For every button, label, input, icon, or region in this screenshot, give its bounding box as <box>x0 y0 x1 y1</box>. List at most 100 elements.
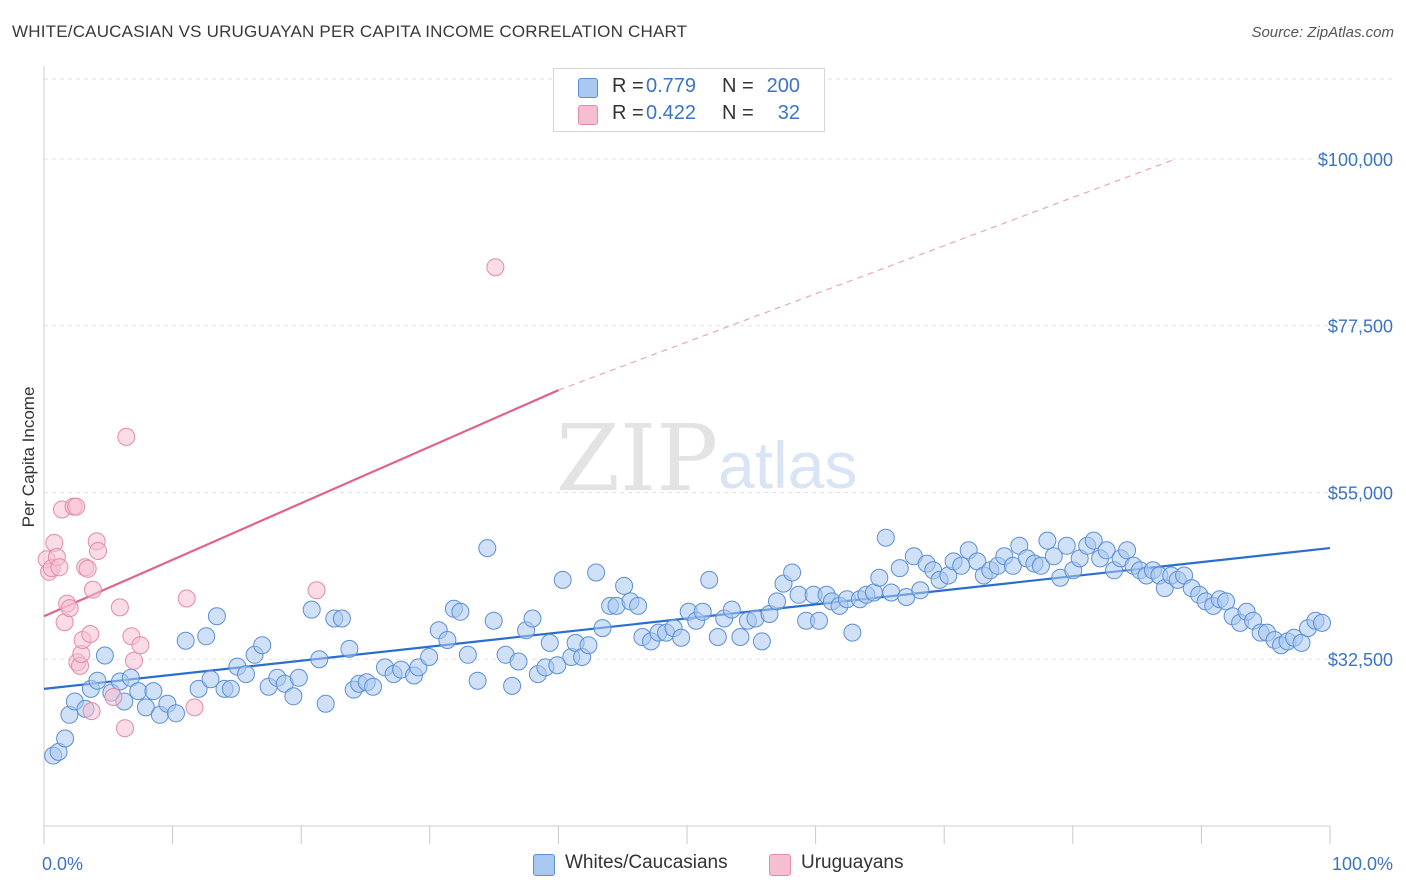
point-uruguayans <box>177 589 196 608</box>
point-whites <box>882 583 901 602</box>
point-whites <box>615 576 634 595</box>
point-whites <box>810 611 828 630</box>
point-whites <box>1057 536 1076 555</box>
x-tick-labels: 0.0% 100.0% <box>42 854 1393 874</box>
point-whites <box>1313 613 1331 632</box>
legend-swatch-pink <box>578 105 598 125</box>
point-whites <box>700 570 719 589</box>
y-tick-label: $77,500 <box>1328 317 1393 337</box>
point-whites <box>789 585 808 604</box>
axes <box>43 66 1331 844</box>
point-whites <box>88 671 107 690</box>
legend-swatch-blue <box>533 854 555 876</box>
point-whites <box>752 632 771 651</box>
point-whites <box>1118 541 1137 560</box>
point-uruguayans <box>67 497 86 516</box>
point-uruguayans <box>50 558 69 577</box>
point-whites <box>136 698 155 717</box>
point-whites <box>458 645 477 664</box>
legend-label-uruguayans: Uruguayans <box>801 852 904 873</box>
y-tick-label: $32,500 <box>1328 650 1393 670</box>
point-uruguayans <box>110 598 129 617</box>
x-tick-label: 0.0% <box>42 854 83 874</box>
legend-swatch-pink <box>769 854 791 876</box>
point-whites <box>364 677 383 696</box>
watermark-zip: ZIP <box>556 405 718 512</box>
source-credit: Source: ZipAtlas.com <box>1251 24 1394 41</box>
point-whites <box>340 639 359 658</box>
point-whites <box>783 563 802 582</box>
watermark-atlas: atlas <box>718 428 857 502</box>
point-whites <box>1217 592 1236 611</box>
point-whites <box>484 611 503 630</box>
point-whites <box>144 682 163 701</box>
point-uruguayans <box>116 719 134 738</box>
trend-line-uruguayans <box>43 389 559 618</box>
point-uruguayans <box>89 542 107 560</box>
chart-title: WHITE/CAUCASIAN VS URUGUAYAN PER CAPITA … <box>12 22 688 41</box>
legend-r-value: 0.422 <box>646 102 697 124</box>
point-whites <box>129 682 148 701</box>
point-whites <box>672 628 691 647</box>
point-whites <box>1097 541 1116 560</box>
point-whites <box>332 609 351 628</box>
point-whites <box>1044 547 1063 566</box>
point-uruguayans <box>307 581 326 600</box>
point-whites <box>629 596 648 615</box>
point-whites <box>289 668 308 687</box>
point-whites <box>1292 633 1311 652</box>
point-whites <box>1003 556 1022 575</box>
series-uruguayans-points <box>37 258 505 738</box>
y-tick-labels: $32,500 $55,000 $77,500 $100,000 <box>1318 150 1393 670</box>
y-axis-title: Per Capita Income <box>19 387 38 528</box>
point-uruguayans <box>82 702 101 721</box>
x-tick-label: 100.0% <box>1332 854 1393 874</box>
trend-line-uruguayans-extension <box>558 158 1176 391</box>
point-whites <box>284 687 303 706</box>
legend-n-label: N = <box>722 102 754 124</box>
stats-legend: R = 0.779 N = 200 R = 0.422 N = 32 <box>553 68 825 132</box>
legend-n-value: 200 <box>766 75 800 97</box>
legend-r-value: 0.779 <box>646 75 697 97</box>
legend-n-label: N = <box>722 75 754 97</box>
point-whites <box>553 570 572 589</box>
point-whites <box>731 628 750 646</box>
point-uruguayans <box>78 559 97 578</box>
point-uruguayans <box>486 258 505 277</box>
point-whites <box>316 694 335 713</box>
point-whites <box>708 628 727 646</box>
point-uruguayans <box>125 651 143 670</box>
point-whites <box>1031 556 1050 575</box>
point-whites <box>1038 531 1057 550</box>
legend-label-whites: Whites/Caucasians <box>565 852 728 873</box>
point-whites <box>310 650 329 669</box>
point-whites <box>1084 531 1103 550</box>
point-uruguayans <box>131 636 150 655</box>
point-whites <box>201 670 220 689</box>
point-whites <box>911 581 930 600</box>
point-whites <box>420 648 439 666</box>
point-uruguayans <box>185 698 204 717</box>
legend-n-value: 32 <box>777 102 800 124</box>
point-whites <box>221 679 240 698</box>
point-uruguayans <box>104 688 123 706</box>
point-whites <box>693 602 712 621</box>
point-whites <box>197 627 216 646</box>
point-whites <box>509 652 528 671</box>
point-whites <box>587 563 606 582</box>
point-whites <box>451 602 470 621</box>
y-tick-label: $55,000 <box>1328 483 1393 503</box>
point-uruguayans <box>83 580 102 599</box>
point-whites <box>468 671 487 690</box>
series-whites-points <box>44 528 1331 765</box>
point-whites <box>523 609 542 628</box>
legend-swatch-blue <box>578 78 598 98</box>
point-whites <box>876 528 895 547</box>
point-whites <box>253 636 272 655</box>
point-whites <box>237 665 255 684</box>
point-whites <box>768 592 786 611</box>
point-whites <box>95 646 114 665</box>
point-whites <box>503 676 522 695</box>
point-whites <box>207 607 226 626</box>
